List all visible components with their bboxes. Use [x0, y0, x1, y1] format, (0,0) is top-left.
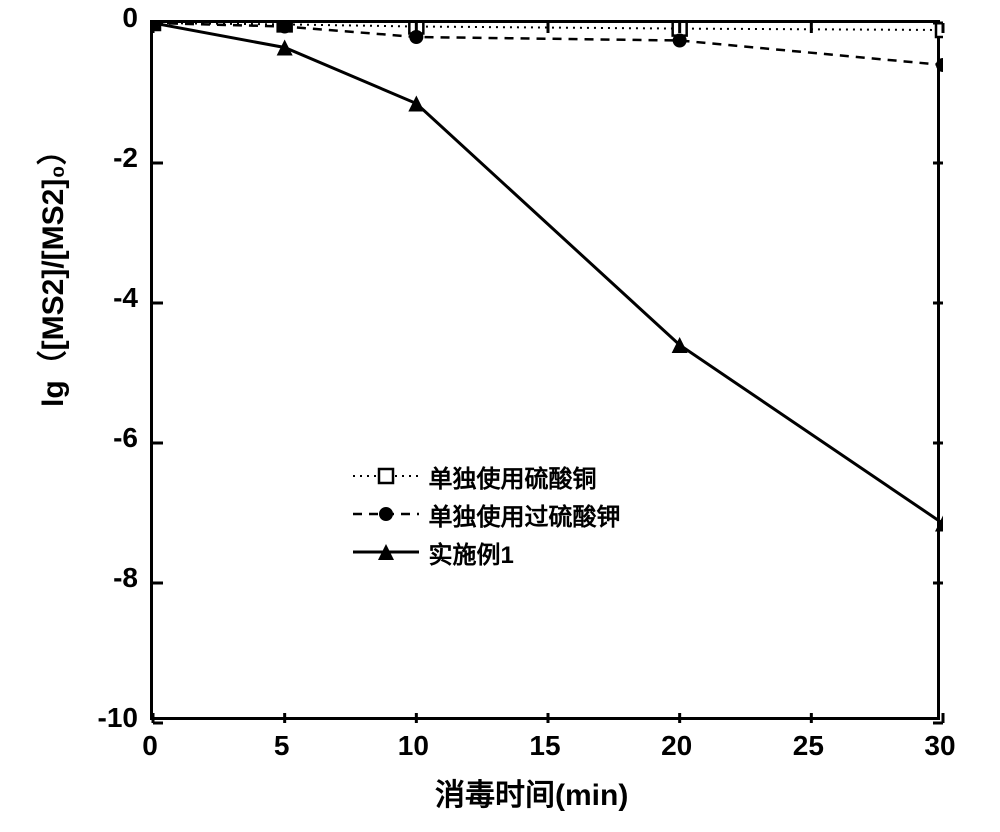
legend-item: 单独使用过硫酸钾 — [351, 495, 621, 533]
tick-svg — [153, 23, 943, 723]
legend-label: 单独使用过硫酸钾 — [429, 497, 621, 532]
legend-item: 实施例1 — [351, 533, 621, 571]
y-tick-label: -4 — [113, 282, 138, 314]
x-tick-label: 15 — [525, 730, 565, 762]
plot-area: 单独使用硫酸铜单独使用过硫酸钾实施例1 — [150, 20, 940, 720]
x-tick-label: 0 — [130, 730, 170, 762]
legend-label: 单独使用硫酸铜 — [429, 459, 597, 494]
x-tick-label: 25 — [788, 730, 828, 762]
y-tick-label: -10 — [98, 702, 138, 734]
x-tick-label: 10 — [393, 730, 433, 762]
legend-item: 单独使用硫酸铜 — [351, 457, 621, 495]
y-tick-label: -2 — [113, 142, 138, 174]
y-tick-label: -6 — [113, 422, 138, 454]
x-tick-label: 30 — [920, 730, 960, 762]
line-chart: 单独使用硫酸铜单独使用过硫酸钾实施例1 lg（[MS2]/[MS2]₀） 消毒时… — [0, 0, 1000, 832]
legend: 单独使用硫酸铜单独使用过硫酸钾实施例1 — [351, 457, 621, 571]
legend-label: 实施例1 — [429, 535, 514, 570]
y-tick-label: -8 — [113, 562, 138, 594]
x-axis-label: 消毒时间(min) — [435, 770, 628, 814]
y-axis-label: lg（[MS2]/[MS2]₀） — [28, 347, 72, 407]
y-tick-label: 0 — [122, 2, 138, 34]
x-tick-label: 20 — [657, 730, 697, 762]
x-tick-label: 5 — [262, 730, 302, 762]
